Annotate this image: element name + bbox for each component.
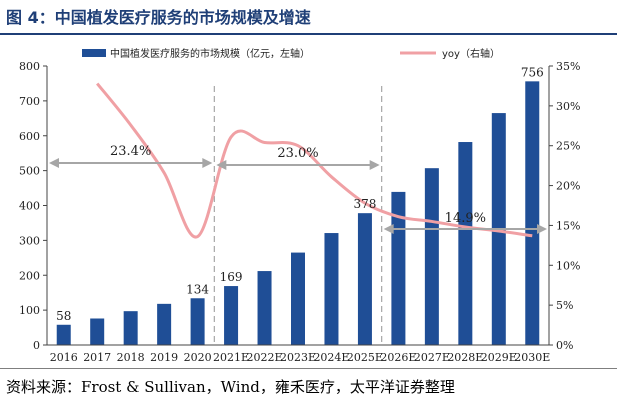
y-right-tick-label: 10%: [556, 259, 580, 272]
y-right-tick-label: 25%: [556, 140, 580, 153]
y-right-tick-label: 35%: [556, 60, 580, 73]
bar-2017: [90, 318, 105, 345]
x-tick-label: 2030E: [514, 351, 550, 364]
bar-value-label: 58: [56, 309, 71, 323]
bar-2030E: [525, 81, 540, 345]
cagr-arrow-head-left: [216, 160, 227, 170]
bar-2016: [56, 324, 71, 345]
y-right-tick-label: 20%: [556, 180, 580, 193]
legend-bar-swatch: [82, 49, 106, 57]
bar-2018: [123, 311, 138, 345]
yoy-line: [96, 82, 533, 239]
bar-2022E: [257, 271, 272, 345]
bar-2027E: [424, 168, 439, 345]
y-left-tick-label: 500: [19, 165, 40, 178]
y-left-tick-label: 600: [19, 130, 40, 143]
y-right-tick-label: 5%: [556, 299, 573, 312]
x-tick-label: 2020: [184, 351, 212, 364]
cagr-arrow-head-right: [537, 224, 547, 234]
bar-2025E: [357, 213, 372, 345]
x-tick-label: 2016: [50, 351, 78, 364]
cagr-arrow-head-right: [202, 158, 213, 168]
y-left-tick-label: 700: [19, 95, 40, 108]
y-right-tick-label: 0%: [556, 339, 573, 352]
x-tick-label: 2017: [83, 351, 111, 364]
data-labels-group: 58 134 169 378 756: [56, 65, 544, 322]
bars-group: [56, 81, 540, 345]
yoy-line-group: [96, 82, 533, 239]
x-tick-label: 2025E: [347, 351, 383, 364]
x-tick-label: 2028E: [447, 351, 483, 364]
bar-2024E: [324, 233, 339, 345]
y-right-tick-label: 30%: [556, 100, 580, 113]
market-size-chart: 0 100 200 300 400 500 600 700 800 0% 5% 10% 15% 20% 25…: [19, 47, 580, 364]
y-right-tick-label: 15%: [556, 219, 580, 232]
x-tick-label: 2023E: [280, 351, 316, 364]
x-tick-label: 2018: [117, 351, 145, 364]
bar-2019: [157, 303, 172, 345]
cagr-arrow-head-right: [369, 160, 380, 170]
bar-2028E: [458, 142, 473, 345]
annotations-group: 23.4% 23.0% 14.9%: [49, 144, 547, 234]
figure-title: 图 4：中国植发医疗服务的市场规模及增速: [6, 8, 311, 27]
cagr-arrow-head-left: [49, 158, 59, 168]
bar-2020: [190, 298, 205, 345]
y-left-tick-label: 100: [19, 304, 40, 317]
legend: 中国植发医疗服务的市场规模（亿元，左轴） yoy（右轴）: [82, 47, 500, 60]
x-tick-label: 2021E: [213, 351, 249, 364]
bar-2021E: [224, 286, 239, 345]
bar-2026E: [391, 191, 406, 345]
x-tick-label: 2029E: [481, 351, 517, 364]
x-tick-label: 2022E: [247, 351, 283, 364]
title-rule: [0, 33, 617, 35]
dividers-group: [213, 86, 383, 345]
cagr-arrow-head-left: [383, 224, 394, 234]
cagr-label: 23.4%: [110, 144, 151, 159]
x-tick-label: 2026E: [380, 351, 416, 364]
y-left-tick-label: 200: [19, 269, 40, 282]
bar-value-label: 134: [186, 282, 209, 296]
bar-value-label: 756: [521, 65, 544, 79]
bar-value-label: 169: [220, 270, 243, 284]
y-left-tick-label: 400: [19, 200, 40, 213]
bar-2023E: [291, 252, 305, 345]
footer-rule: [0, 368, 617, 369]
axes-group: 0 100 200 300 400 500 600 700 800 0% 5% 10% 15% 20% 25…: [19, 60, 580, 364]
x-tick-label: 2019: [150, 351, 178, 364]
cagr-label: 14.9%: [445, 211, 486, 226]
cagr-label: 23.0%: [277, 146, 318, 161]
legend-bar-label: 中国植发医疗服务的市场规模（亿元，左轴）: [110, 47, 310, 60]
y-left-tick-label: 0: [33, 339, 40, 352]
y-left-tick-label: 800: [19, 60, 40, 73]
bar-value-label: 378: [353, 197, 376, 211]
source-note: 资料来源：Frost & Sullivan，Wind，雍禾医疗，太平洋证券整理: [6, 378, 455, 396]
x-tick-label: 2024E: [313, 351, 349, 364]
x-tick-label: 2027E: [414, 351, 450, 364]
legend-line-label: yoy（右轴）: [442, 47, 500, 60]
y-left-tick-label: 300: [19, 234, 40, 247]
